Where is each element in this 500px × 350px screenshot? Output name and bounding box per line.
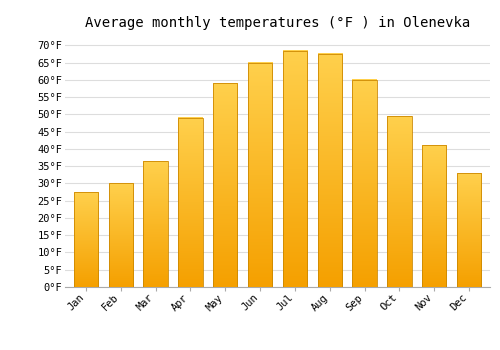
Bar	[282, 50, 307, 287]
Bar	[144, 161, 168, 287]
Bar	[457, 173, 481, 287]
Bar	[352, 80, 377, 287]
Bar	[422, 146, 446, 287]
Bar	[178, 118, 203, 287]
Bar	[387, 116, 411, 287]
Bar	[74, 192, 98, 287]
Bar	[108, 183, 133, 287]
Bar	[213, 83, 238, 287]
Title: Average monthly temperatures (°F ) in Olenevka: Average monthly temperatures (°F ) in Ol…	[85, 16, 470, 30]
Bar	[248, 63, 272, 287]
Bar	[318, 54, 342, 287]
